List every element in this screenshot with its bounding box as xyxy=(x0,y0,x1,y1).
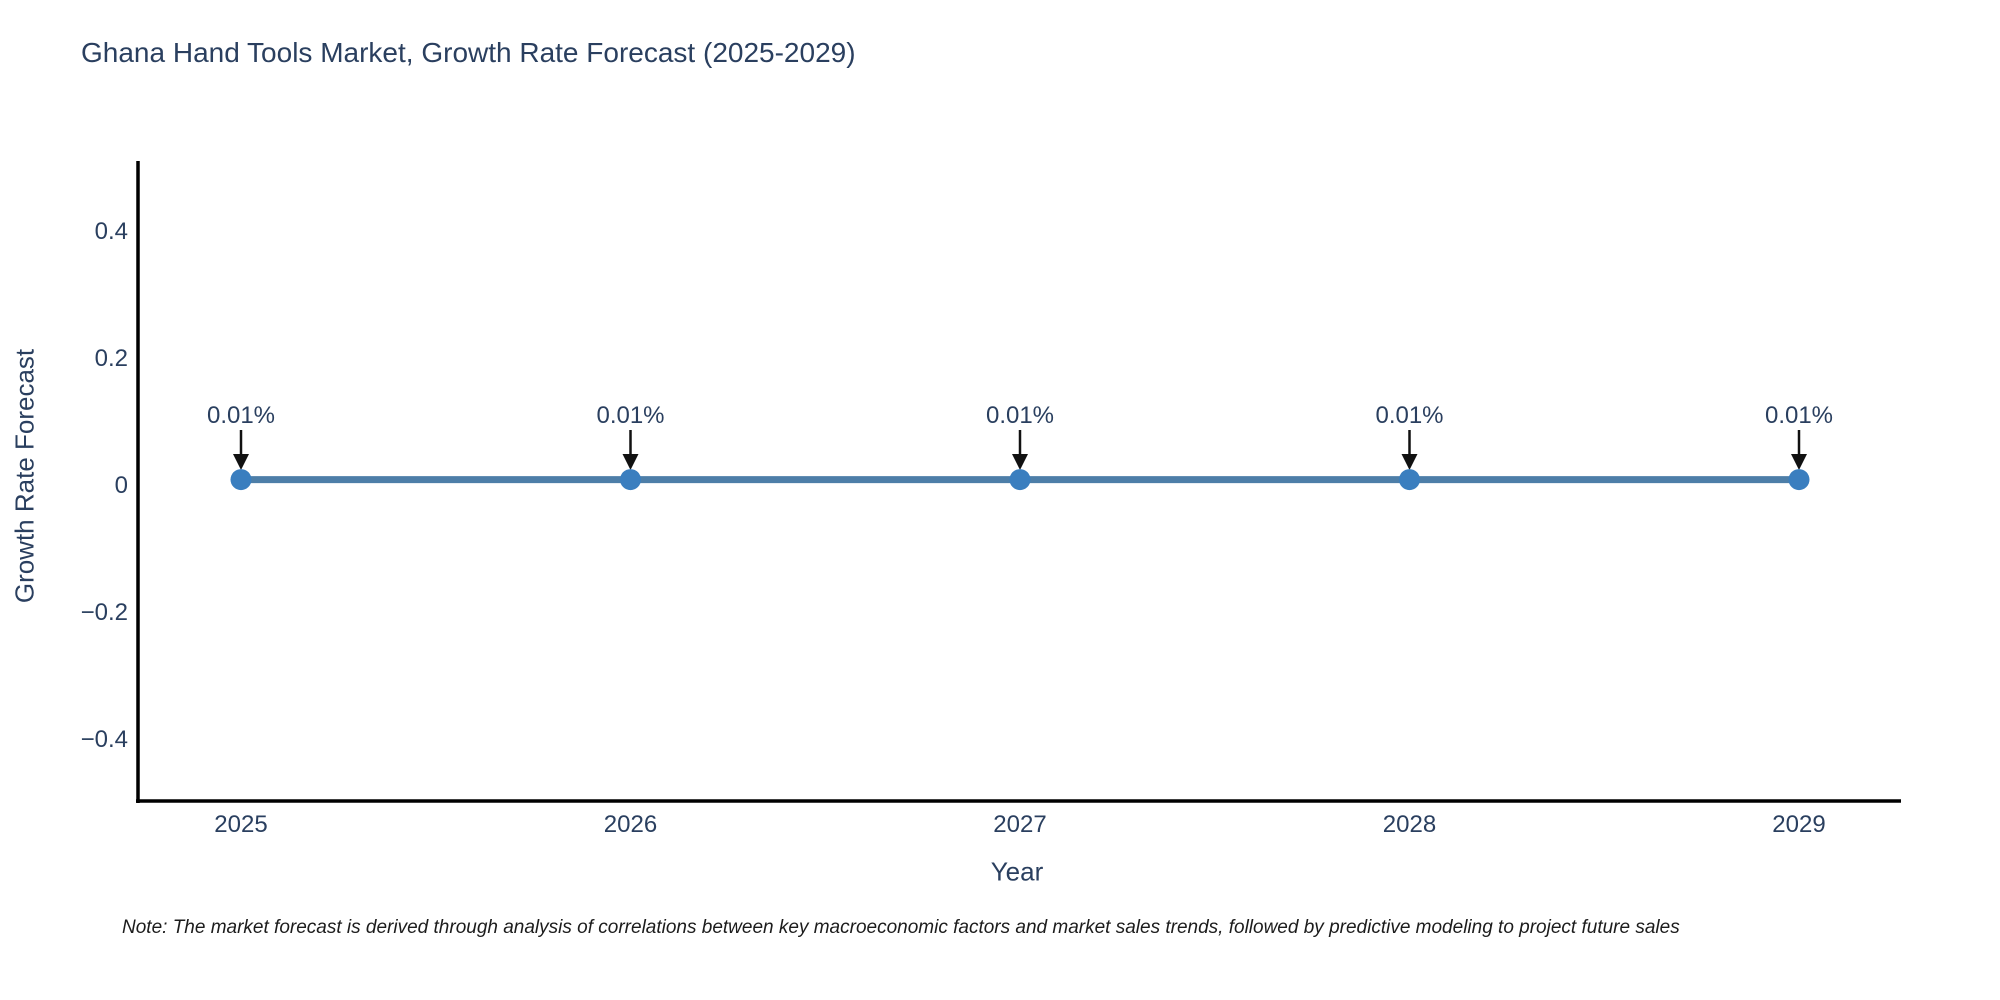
footnote: Note: The market forecast is derived thr… xyxy=(122,917,1680,938)
annotation-arrow-head xyxy=(1791,454,1807,470)
annotation-arrow-head xyxy=(233,454,249,470)
y-tick-label: 0 xyxy=(114,472,128,499)
data-point[interactable] xyxy=(1788,469,1810,491)
point-annotation: 0.01% xyxy=(985,402,1055,429)
point-annotation: 0.01% xyxy=(1764,402,1834,429)
x-tick-label: 2025 xyxy=(214,811,268,838)
annotation-arrow-head xyxy=(1401,454,1418,470)
x-tick-label: 2029 xyxy=(1772,811,1826,838)
y-tick-label: −0.2 xyxy=(80,599,128,626)
x-tick-label: 2026 xyxy=(603,811,658,838)
point-annotation: 0.01% xyxy=(206,402,276,429)
y-tick-label: −0.4 xyxy=(80,726,128,753)
x-tick-label: 2027 xyxy=(993,811,1047,838)
y-tick-label: 0.2 xyxy=(94,345,128,372)
chart-title: Ghana Hand Tools Market, Growth Rate For… xyxy=(81,37,856,68)
x-axis-title: Year xyxy=(990,856,1044,887)
data-point[interactable] xyxy=(230,469,252,491)
data-point[interactable] xyxy=(1399,469,1420,491)
x-tick-label: 2028 xyxy=(1382,811,1437,838)
point-annotation: 0.01% xyxy=(1375,402,1444,429)
point-annotation: 0.01% xyxy=(596,402,665,429)
annotation-arrow-head xyxy=(1012,454,1028,470)
data-point[interactable] xyxy=(620,469,641,491)
data-point[interactable] xyxy=(1009,469,1031,491)
annotation-arrow-head xyxy=(622,454,639,470)
y-tick-label: 0.4 xyxy=(94,218,128,245)
